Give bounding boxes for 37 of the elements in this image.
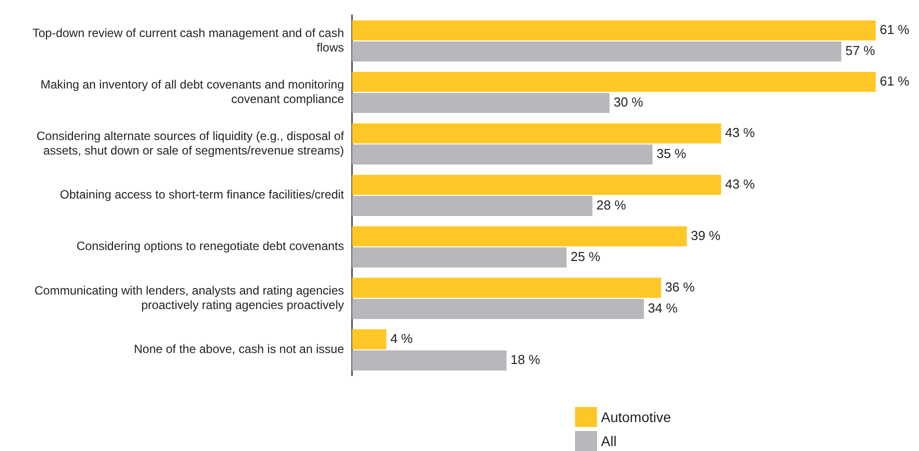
data-label: 34 % bbox=[648, 300, 678, 316]
y-tick-label: Top-down review of current cash management and of cash flows bbox=[32, 26, 344, 54]
bar bbox=[352, 196, 592, 216]
bar bbox=[352, 329, 386, 350]
bar bbox=[352, 72, 876, 92]
bar bbox=[352, 278, 662, 298]
bar bbox=[352, 92, 610, 114]
bar bbox=[352, 350, 507, 370]
y-tick-label: Considering alternate sources of liquidity (e.g., disposal of assets, shut down or sale of segments/revenue streams) bbox=[36, 129, 345, 158]
y-tick-label: None of the above, cash is not an issue bbox=[134, 342, 344, 356]
y-tick-label: Communicating with lenders, analysts and rating agencies proactively rating agencies proactively bbox=[34, 283, 344, 312]
y-tick-label: Making an inventory of all debt covenants and monitoring covenant compliance bbox=[40, 78, 344, 106]
bar bbox=[352, 247, 567, 268]
data-label: 18 % bbox=[510, 352, 541, 367]
bar bbox=[352, 298, 644, 319]
data-label: 25 % bbox=[570, 249, 601, 264]
bar bbox=[352, 174, 722, 195]
data-label: 4 % bbox=[390, 330, 414, 346]
bar bbox=[352, 41, 842, 62]
data-label: 61 % bbox=[880, 22, 910, 37]
data-label: 30 % bbox=[614, 94, 644, 110]
bar bbox=[352, 144, 652, 164]
data-label: 39 % bbox=[690, 228, 721, 243]
bar bbox=[352, 226, 687, 246]
y-tick-label: Considering options to renegotiate debt covenants bbox=[76, 239, 344, 254]
bar bbox=[352, 20, 876, 40]
data-label: 61 % bbox=[880, 73, 910, 88]
legend-label: All bbox=[601, 433, 617, 449]
legend-label: Automotive bbox=[601, 409, 672, 425]
bar bbox=[352, 123, 722, 144]
data-label: 43 % bbox=[725, 176, 756, 192]
data-label: 43 % bbox=[725, 124, 756, 140]
y-tick-label: Obtaining access to short-term finance facilities/credit bbox=[60, 188, 345, 202]
data-label: 57 % bbox=[845, 43, 876, 58]
data-label: 35 % bbox=[656, 146, 687, 162]
data-label: 28 % bbox=[596, 198, 626, 213]
data-label: 36 % bbox=[665, 279, 696, 294]
